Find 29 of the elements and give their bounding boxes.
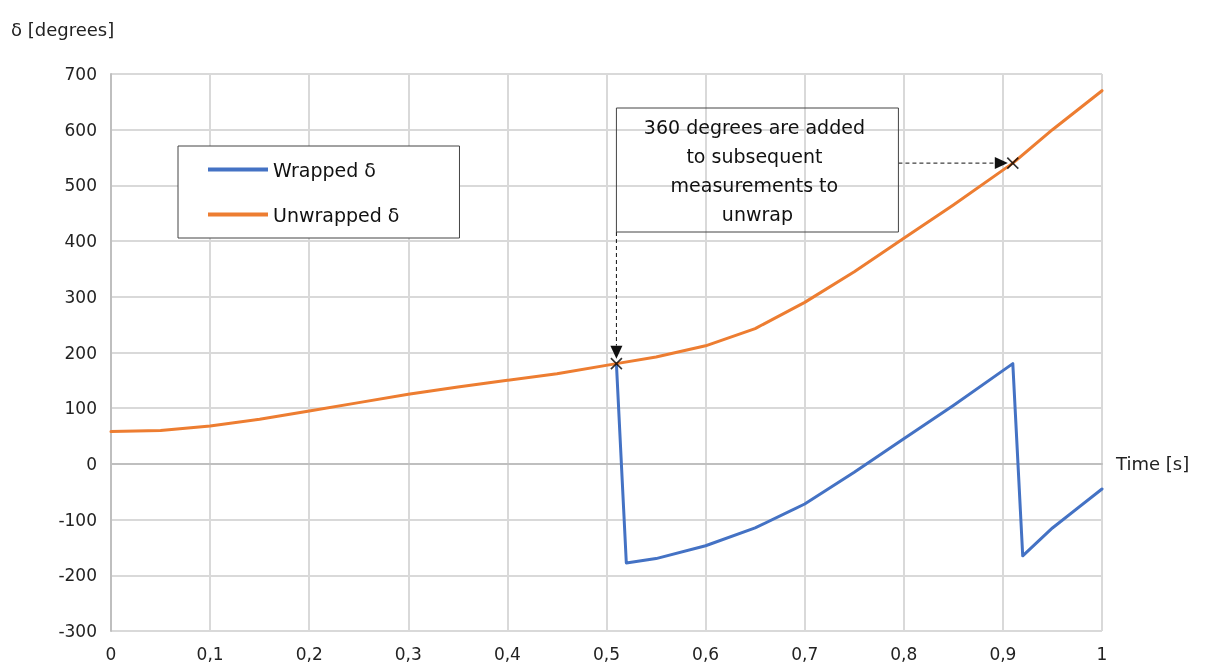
y-tick-label: -100 (58, 509, 97, 530)
legend-label: Unwrapped δ (273, 203, 400, 226)
legend-label: Wrapped δ (273, 158, 376, 181)
x-tick-label: 0,5 (592, 643, 621, 664)
y-tick-label: 100 (64, 398, 97, 419)
y-tick-label: 500 (64, 175, 97, 196)
y-axis-title: δ [degrees] (11, 18, 115, 40)
y-tick-label: -300 (58, 621, 97, 641)
x-tick-label: 0,3 (394, 643, 422, 664)
y-tick-label: 400 (64, 231, 97, 252)
y-tick-label: 700 (64, 64, 97, 84)
x-tick-label: 0,8 (890, 643, 918, 664)
y-tick-label: 0 (86, 453, 97, 474)
line-series (109, 89, 1104, 434)
x-tick-label: 0 (105, 643, 117, 664)
x-tick-label: 0,9 (989, 643, 1017, 664)
annotation: 360 degrees are added to subsequent measurements to unwrap (643, 115, 871, 225)
x-axis-title: Time [s] (1115, 453, 1190, 475)
x-tick-label: 0,7 (791, 643, 819, 664)
y-tick-label: 600 (64, 119, 97, 140)
y-tick-label: 200 (64, 342, 97, 363)
y-tick-label: 300 (64, 286, 97, 307)
x-tick-label: 0,2 (295, 643, 323, 664)
line-series (614, 362, 1104, 565)
y-tick-label: -200 (58, 565, 97, 586)
x-tick-label: 0,4 (493, 643, 521, 664)
x-tick-label: 0,1 (196, 643, 224, 664)
x-tick-label: 1 (1096, 643, 1108, 664)
x-tick-label: 0,6 (692, 643, 720, 664)
